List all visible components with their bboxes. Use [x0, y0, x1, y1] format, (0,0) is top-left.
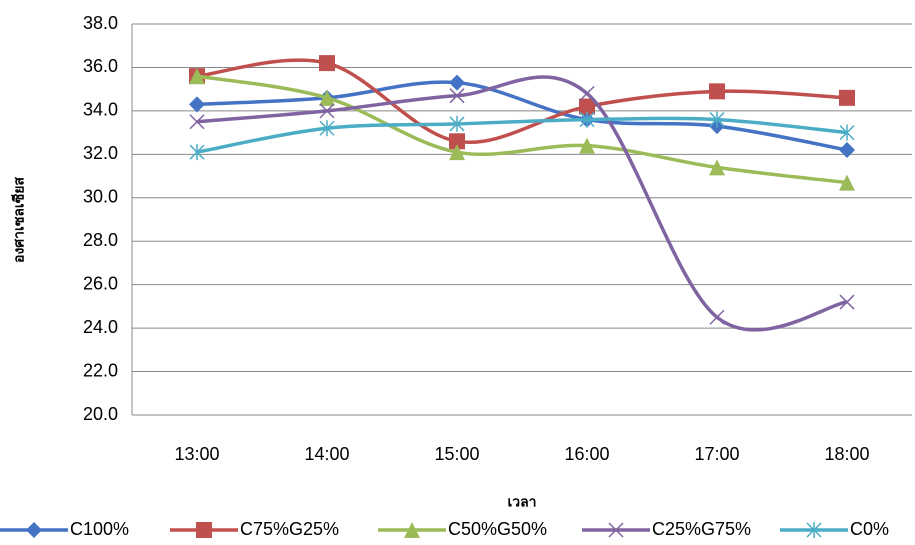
y-tick-label: 32.0 — [83, 143, 118, 163]
legend-label: C25%G75% — [652, 519, 751, 539]
y-tick-label: 38.0 — [83, 13, 118, 33]
x-axis-title: เวลา — [507, 494, 536, 510]
series-line — [197, 118, 847, 152]
marker — [449, 75, 465, 91]
legend-label: C100% — [70, 519, 129, 539]
marker — [319, 55, 335, 71]
marker — [709, 83, 725, 99]
x-tick-label: 15:00 — [434, 444, 479, 464]
x-tick-label: 14:00 — [304, 444, 349, 464]
marker — [580, 87, 594, 101]
marker — [189, 96, 205, 112]
y-axis-title: องศาเซลเซียส — [11, 177, 27, 263]
x-tick-label: 18:00 — [824, 444, 869, 464]
y-tick-label: 28.0 — [83, 230, 118, 250]
y-tick-label: 22.0 — [83, 360, 118, 380]
chart: องศาเซลเซียส เวลา 20.0 22.0 24.0 26.0 28.0 30… — [0, 0, 915, 545]
marker — [26, 522, 42, 538]
y-tick-label: 30.0 — [83, 187, 118, 207]
legend-label: C0% — [850, 519, 889, 539]
marker — [710, 310, 724, 324]
marker — [839, 90, 855, 106]
x-tick-label: 17:00 — [694, 444, 739, 464]
y-tick-label: 26.0 — [83, 273, 118, 293]
marker — [839, 142, 855, 158]
y-tick-label: 36.0 — [83, 56, 118, 76]
y-tick-label: 34.0 — [83, 100, 118, 120]
y-tick-label: 24.0 — [83, 317, 118, 337]
x-tick-label: 16:00 — [564, 444, 609, 464]
y-tick-label: 20.0 — [83, 404, 118, 424]
x-tick-label: 13:00 — [174, 444, 219, 464]
marker — [196, 522, 212, 538]
legend-label: C50%G50% — [448, 519, 547, 539]
series-line — [197, 77, 847, 330]
legend-label: C75%G25% — [240, 519, 339, 539]
